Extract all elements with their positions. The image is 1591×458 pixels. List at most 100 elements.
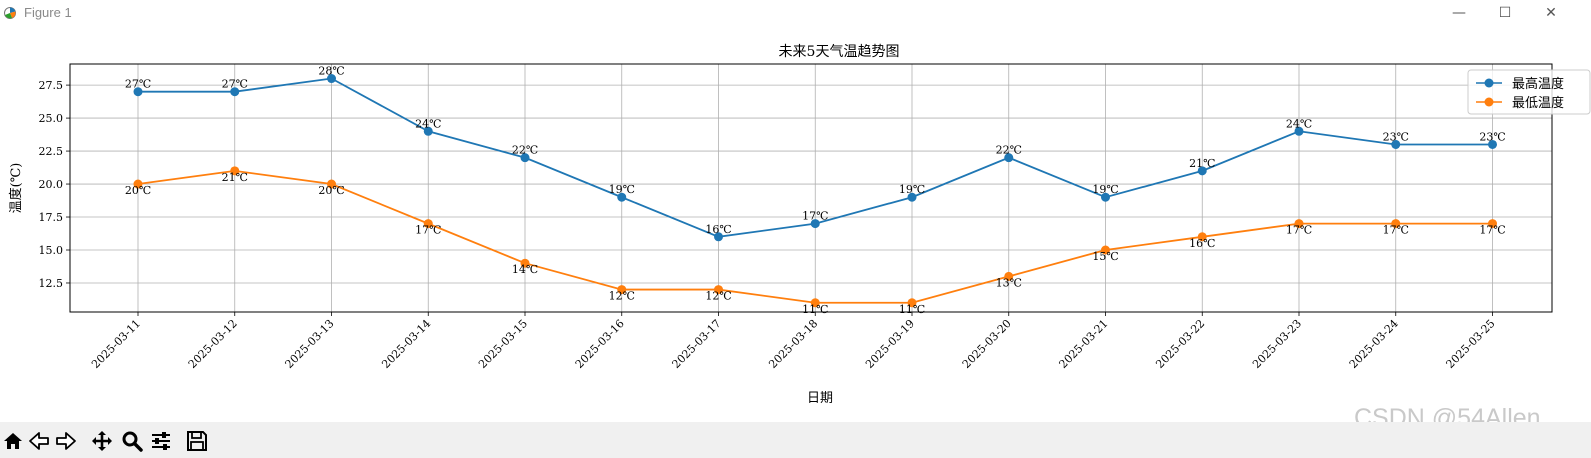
y-tick-label: 20.0 bbox=[39, 178, 64, 191]
data-point bbox=[520, 153, 530, 163]
data-label: 20℃ bbox=[318, 184, 344, 197]
y-axis-ticks: 12.5 15.0 17.5 20.0 22.5 25.0 27.5 bbox=[39, 79, 70, 290]
sliders-icon bbox=[152, 432, 170, 450]
matplotlib-app-icon bbox=[4, 7, 16, 19]
forward-button[interactable] bbox=[53, 428, 79, 454]
data-label: 22℃ bbox=[512, 144, 538, 157]
legend-label-high: 最高温度 bbox=[1512, 76, 1564, 92]
y-tick-label: 15.0 bbox=[39, 244, 64, 257]
y-tick-label: 27.5 bbox=[39, 79, 64, 92]
data-label: 17℃ bbox=[802, 210, 828, 223]
data-label: 23℃ bbox=[1479, 130, 1505, 143]
data-point bbox=[617, 285, 627, 295]
data-label: 27℃ bbox=[222, 78, 248, 91]
data-label: 17℃ bbox=[1286, 224, 1312, 237]
data-point bbox=[1294, 219, 1304, 229]
data-label: 21℃ bbox=[222, 171, 248, 184]
data-label: 13℃ bbox=[996, 276, 1022, 289]
data-point bbox=[617, 192, 627, 202]
home-button[interactable] bbox=[0, 428, 26, 454]
data-point bbox=[230, 166, 240, 176]
zoom-button[interactable] bbox=[119, 428, 145, 454]
legend: 最高温度 最低温度 bbox=[1467, 69, 1591, 115]
data-label: 11℃ bbox=[802, 303, 828, 316]
data-point bbox=[520, 258, 530, 268]
plot-frame bbox=[69, 63, 1553, 313]
data-label: 20℃ bbox=[125, 184, 151, 197]
data-point bbox=[1391, 219, 1401, 229]
maximize-button[interactable]: ☐ bbox=[1482, 0, 1528, 26]
data-label: 23℃ bbox=[1383, 130, 1409, 143]
legend-label-low: 最低温度 bbox=[1512, 95, 1564, 111]
data-label: 11℃ bbox=[899, 303, 925, 316]
x-axis-label: 日期 bbox=[807, 391, 833, 406]
navigation-toolbar bbox=[0, 422, 1591, 458]
data-point bbox=[714, 232, 723, 242]
data-point bbox=[327, 74, 336, 84]
y-axis-label: 温度(℃) bbox=[8, 163, 24, 214]
pan-button[interactable] bbox=[89, 428, 115, 454]
close-button[interactable]: ✕ bbox=[1528, 0, 1574, 26]
y-tick-label: 12.5 bbox=[39, 277, 64, 290]
arrow-left-icon bbox=[29, 432, 49, 450]
data-label: 17℃ bbox=[415, 224, 441, 237]
data-label: 19℃ bbox=[1092, 183, 1118, 196]
configure-subplots-button[interactable] bbox=[148, 428, 174, 454]
data-point bbox=[1197, 232, 1207, 242]
data-label: 16℃ bbox=[1189, 237, 1215, 250]
data-point bbox=[1488, 219, 1497, 229]
y-tick-label: 17.5 bbox=[39, 211, 64, 224]
data-label: 14℃ bbox=[512, 263, 538, 276]
data-point bbox=[423, 219, 433, 229]
data-point bbox=[1101, 245, 1110, 255]
data-point bbox=[1004, 271, 1014, 281]
arrow-right-icon bbox=[56, 432, 76, 450]
data-label: 19℃ bbox=[609, 183, 635, 196]
data-label: 27℃ bbox=[125, 78, 151, 91]
data-point bbox=[810, 219, 820, 229]
chart-title: 未来5天气温趋势图 bbox=[779, 44, 900, 60]
data-label: 15℃ bbox=[1092, 250, 1118, 263]
move-icon bbox=[92, 431, 112, 451]
data-point bbox=[1101, 192, 1110, 202]
data-point bbox=[1294, 126, 1304, 136]
data-label: 17℃ bbox=[1479, 224, 1505, 237]
data-point bbox=[1391, 139, 1401, 149]
save-button[interactable] bbox=[184, 428, 210, 454]
data-label: 19℃ bbox=[899, 183, 925, 196]
data-point bbox=[1004, 153, 1014, 163]
data-label: 12℃ bbox=[609, 290, 635, 303]
home-icon bbox=[4, 433, 22, 449]
floppy-disk-icon bbox=[187, 431, 207, 451]
data-point bbox=[714, 285, 723, 295]
data-point bbox=[423, 126, 433, 136]
data-point bbox=[1488, 139, 1497, 149]
maximize-icon: ☐ bbox=[1498, 5, 1512, 21]
data-point bbox=[907, 298, 917, 308]
legend-marker-low bbox=[1484, 97, 1494, 107]
data-label: 16℃ bbox=[705, 223, 731, 236]
grid bbox=[70, 64, 1552, 312]
data-label: 12℃ bbox=[705, 290, 731, 303]
series-layer bbox=[133, 74, 1497, 308]
line-chart: 未来5天气温趋势图 27℃ 27℃ 28℃ 24℃ 22℃ 19℃ 16℃ 17℃ 19℃ 22℃… bbox=[0, 26, 1591, 422]
back-button[interactable] bbox=[26, 428, 52, 454]
data-label: 28℃ bbox=[318, 65, 344, 78]
data-point bbox=[133, 179, 143, 189]
minimize-button[interactable]: — bbox=[1436, 0, 1482, 26]
close-icon: ✕ bbox=[1545, 5, 1557, 21]
minimize-icon: — bbox=[1452, 5, 1466, 21]
y-tick-label: 25.0 bbox=[39, 112, 64, 125]
window-titlebar: Figure 1 — ☐ ✕ bbox=[0, 0, 1591, 26]
y-tick-label: 22.5 bbox=[39, 145, 64, 158]
data-label: 24℃ bbox=[1286, 117, 1312, 130]
data-point bbox=[133, 87, 143, 97]
legend-marker-high bbox=[1484, 78, 1494, 88]
window-title: Figure 1 bbox=[24, 5, 72, 20]
data-labels: 27℃ 27℃ 28℃ 24℃ 22℃ 19℃ 16℃ 17℃ 19℃ 22℃ 19℃ 21℃ 24℃ 2… bbox=[125, 65, 1506, 316]
data-label: 22℃ bbox=[996, 144, 1022, 157]
data-label: 21℃ bbox=[1189, 157, 1215, 170]
data-point bbox=[1197, 166, 1207, 176]
data-label: 24℃ bbox=[415, 117, 441, 130]
legend-box bbox=[1467, 69, 1591, 115]
